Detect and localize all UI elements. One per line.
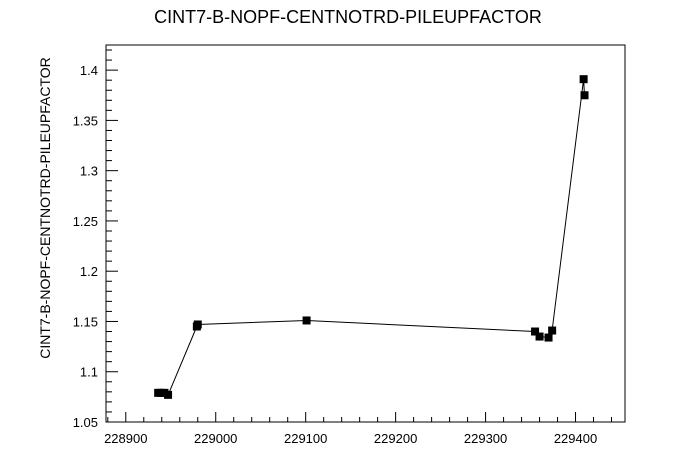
data-series	[154, 75, 589, 399]
data-point	[579, 75, 588, 84]
chart-title: CINT7-B-NOPF-CENTNOTRD-PILEUPFACTOR	[154, 7, 542, 27]
data-point	[544, 333, 553, 342]
y-tick-label: 1.2	[80, 264, 98, 279]
y-tick-label: 1.4	[80, 63, 98, 78]
x-tick-label: 228900	[104, 431, 147, 446]
y-tick-label: 1.1	[80, 365, 98, 380]
data-point	[531, 327, 540, 336]
y-axis-label: CINT7-B-NOPF-CENTNOTRD-PILEUPFACTOR	[37, 57, 53, 359]
series-line	[158, 79, 585, 396]
data-point	[535, 332, 544, 341]
data-point	[548, 326, 557, 335]
x-tick-label: 229400	[554, 431, 597, 446]
x-tick-label: 229000	[194, 431, 237, 446]
y-tick-label: 1.3	[80, 164, 98, 179]
x-tick-label: 229300	[464, 431, 507, 446]
axes	[105, 44, 626, 423]
x-axis-ticks: 228900 229000 229100 229200 229300 229400	[104, 412, 613, 446]
plot-frame	[105, 44, 626, 423]
data-point	[302, 316, 311, 325]
data-point	[580, 91, 589, 100]
data-point	[193, 320, 202, 329]
x-tick-label: 229100	[284, 431, 327, 446]
y-tick-label: 1.25	[73, 214, 98, 229]
data-point	[164, 390, 173, 399]
y-tick-label: 1.05	[73, 415, 98, 430]
y-axis-ticks: 1.05 1.1 1.15 1.2 1.25 1.3 1.35 1.4	[73, 49, 118, 430]
x-tick-label: 229200	[374, 431, 417, 446]
y-tick-label: 1.15	[73, 314, 98, 329]
y-tick-label: 1.35	[73, 113, 98, 128]
